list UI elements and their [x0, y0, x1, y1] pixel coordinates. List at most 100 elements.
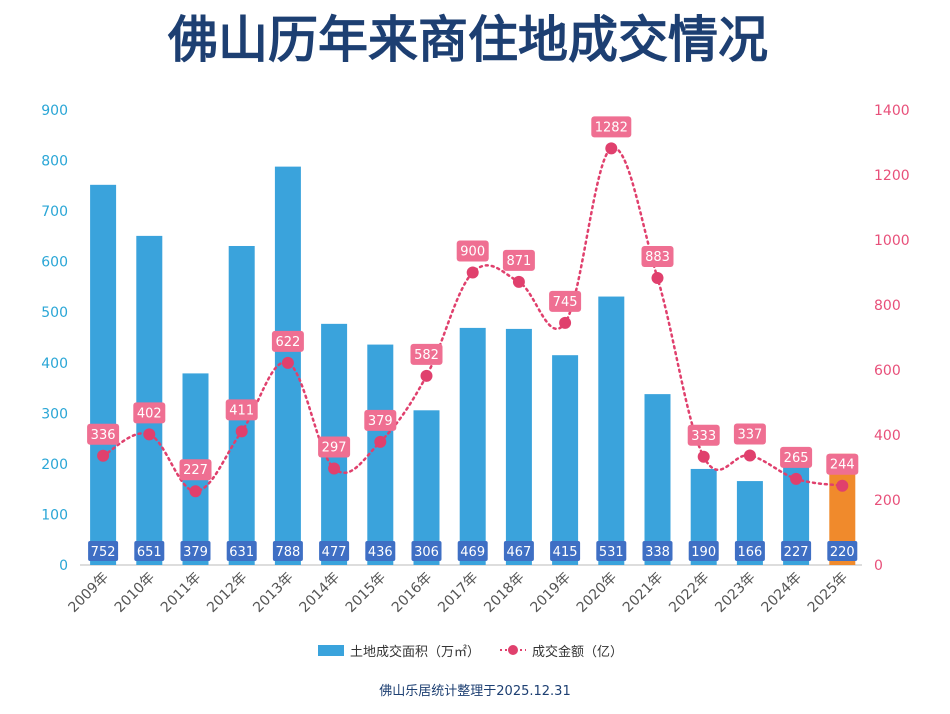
- right-tick-label: 1000: [874, 233, 910, 249]
- legend-bar-swatch: [318, 645, 344, 656]
- bar-value-box: [134, 541, 165, 561]
- line-point: [189, 485, 202, 498]
- line-point: [466, 266, 479, 279]
- line-value-label: 379: [368, 414, 393, 429]
- line-value-box: [456, 240, 489, 262]
- bar-value-label: 227: [784, 545, 809, 560]
- left-axis: 0 100 200 300 400 500 600 700 800 900: [41, 103, 68, 574]
- x-tick-label: 2015年: [343, 570, 389, 616]
- line-point: [97, 449, 110, 462]
- line-value-box: [549, 290, 582, 312]
- line-value-box: [87, 423, 120, 445]
- x-tick-label: 2018年: [481, 570, 527, 616]
- bar-value-box: [596, 541, 627, 561]
- line-point: [374, 435, 387, 448]
- line-value-label: 622: [275, 335, 300, 350]
- line-point: [420, 369, 433, 382]
- bar-value-label: 531: [599, 545, 624, 560]
- bar-value-box: [411, 541, 442, 561]
- bar-value-box: [180, 541, 211, 561]
- bar-value-label: 752: [91, 545, 116, 560]
- x-tick-label: 2024年: [759, 570, 805, 616]
- bar: [598, 296, 625, 565]
- bar-value-box: [827, 541, 858, 561]
- bar-value-label: 415: [553, 545, 578, 560]
- line-series: [97, 142, 849, 498]
- bar-series: [90, 166, 856, 566]
- line-point: [651, 272, 664, 285]
- line-point: [559, 316, 572, 329]
- right-tick-label: 0: [874, 558, 883, 574]
- line-value-box: [133, 402, 166, 424]
- left-tick-label: 600: [41, 255, 68, 271]
- bar-value-label: 477: [322, 545, 347, 560]
- line-value-box: [502, 249, 535, 271]
- line-point: [143, 428, 156, 441]
- line-point: [790, 472, 803, 485]
- chart-title: 佛山历年来商住地成交情况: [167, 11, 768, 69]
- x-tick-label: 2021年: [620, 570, 666, 616]
- line-value-box: [687, 424, 720, 446]
- line-value-box: [641, 246, 674, 268]
- line-value-label: 337: [737, 427, 762, 442]
- bar-value-box: [457, 541, 488, 561]
- bar-value-box: [781, 541, 812, 561]
- right-tick-label: 400: [874, 428, 901, 444]
- x-tick-label: 2010年: [112, 570, 158, 616]
- bar-value-box: [550, 541, 581, 561]
- bar-value-box: [88, 541, 119, 561]
- bar: [367, 344, 394, 565]
- bar-value-box: [642, 541, 673, 561]
- line-point: [743, 449, 756, 462]
- line-value-box: [591, 116, 632, 138]
- line-value-box: [733, 423, 766, 445]
- x-tick-label: 2012年: [204, 570, 250, 616]
- x-axis-ticks: 2009年 2010年 2011年 2012年 2013年 2014年 2015年 2016年…: [66, 570, 852, 616]
- bar: [413, 410, 440, 565]
- x-tick-label: 2019年: [528, 570, 574, 616]
- left-tick-label: 800: [41, 154, 68, 170]
- x-tick-label: 2023年: [712, 570, 758, 616]
- line-value-label: 265: [784, 451, 809, 466]
- line-point: [235, 425, 248, 438]
- bar-value-box: [319, 541, 350, 561]
- line-point: [697, 450, 710, 463]
- line-value-label: 336: [91, 428, 116, 443]
- bar-value-label: 306: [414, 545, 439, 560]
- bar-value-label: 469: [460, 545, 485, 560]
- line-value-label: 745: [553, 295, 578, 310]
- bar-value-box: [365, 541, 396, 561]
- bar-value-label: 436: [368, 545, 393, 560]
- bar-value-label: 190: [691, 545, 716, 560]
- line-value-label: 411: [229, 403, 254, 418]
- bar-data-labels: 752 651 379 631 788 477 436 306 469 467 415 531 338 1…: [88, 541, 858, 561]
- right-tick-label: 1200: [874, 168, 910, 184]
- bar-value-label: 379: [183, 545, 208, 560]
- left-tick-label: 100: [41, 507, 68, 523]
- source-note: 佛山乐居统计整理于2025.12.31: [379, 684, 570, 699]
- line-value-label: 871: [506, 254, 531, 269]
- bar: [552, 355, 579, 565]
- line-data-labels: 336 402 227 411 622 297 379 582 900 871 745 1282 883…: [87, 116, 859, 481]
- left-tick-label: 200: [41, 457, 68, 473]
- line-value-box: [826, 453, 859, 475]
- x-tick-label: 2014年: [297, 570, 343, 616]
- bar-value-box: [226, 541, 257, 561]
- line-value-label: 297: [322, 440, 347, 455]
- line-point: [512, 275, 525, 288]
- left-tick-label: 300: [41, 406, 68, 422]
- legend-bar-label: 土地成交面积（万㎡）: [350, 644, 480, 660]
- line-point: [605, 142, 618, 155]
- line-value-box: [179, 459, 212, 481]
- line-value-label: 582: [414, 348, 439, 363]
- bar-value-label: 467: [506, 545, 531, 560]
- line-point: [328, 462, 341, 475]
- right-tick-label: 600: [874, 363, 901, 379]
- bar: [136, 235, 163, 565]
- legend: 土地成交面积（万㎡） 成交金额（亿）: [318, 644, 623, 660]
- x-tick-label: 2009年: [66, 570, 112, 616]
- left-tick-label: 0: [59, 558, 68, 574]
- bar-value-box: [503, 541, 534, 561]
- line-value-box: [225, 399, 258, 421]
